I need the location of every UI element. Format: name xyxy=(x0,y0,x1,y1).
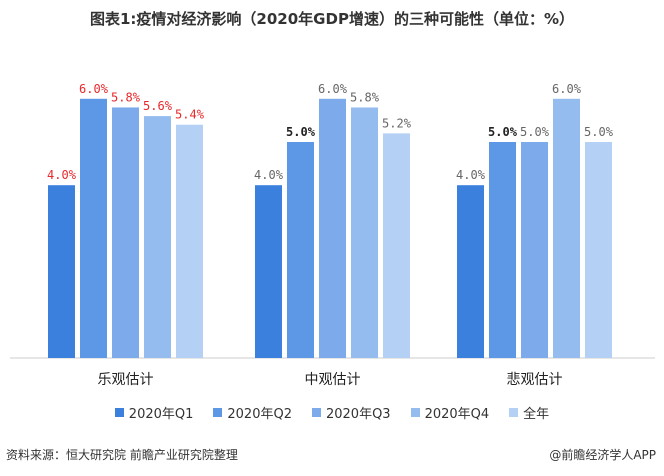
source-note: 资料来源：恒大研究院 前瞻产业研究院整理 xyxy=(6,448,238,462)
legend-item: 全年 xyxy=(509,403,549,422)
data-label: 5.0% xyxy=(584,125,614,139)
legend-label: 全年 xyxy=(523,407,550,422)
category-label: 乐观估计 xyxy=(98,372,154,388)
bar-2-4 xyxy=(351,107,378,358)
bar-2-5 xyxy=(383,133,410,358)
bar-1-1 xyxy=(48,185,75,358)
legend: 2020年Q1 2020年Q2 2020年Q3 2020年Q4 全年 xyxy=(0,403,664,422)
bar-2-2 xyxy=(287,142,314,358)
bar-3-1 xyxy=(457,185,484,358)
bar-1-4 xyxy=(144,116,171,358)
legend-swatch xyxy=(213,408,223,417)
bar-3-3 xyxy=(521,142,548,358)
data-label: 6.0% xyxy=(318,82,348,96)
legend-item: 2020年Q3 xyxy=(311,403,391,422)
data-label: 5.0% xyxy=(488,125,518,139)
data-label: 6.0% xyxy=(79,82,109,96)
data-label: 5.0% xyxy=(286,125,316,139)
legend-label: 2020年Q1 xyxy=(128,407,194,422)
legend-item: 2020年Q2 xyxy=(213,403,292,422)
bar-1-3 xyxy=(112,107,139,358)
legend-swatch xyxy=(311,408,321,417)
bar-1-2 xyxy=(80,98,107,359)
legend-label: 2020年Q2 xyxy=(227,407,292,422)
data-label: 5.8% xyxy=(350,90,380,104)
bar-3-5 xyxy=(585,142,612,358)
bar-1-5 xyxy=(176,124,203,358)
legend-swatch xyxy=(509,408,519,417)
data-label: 4.0% xyxy=(456,168,486,182)
data-label: 5.4% xyxy=(175,108,205,122)
bar-2-3 xyxy=(319,98,346,359)
bar-3-2 xyxy=(489,142,516,358)
legend-swatch xyxy=(114,408,124,417)
data-label: 6.0% xyxy=(552,82,582,96)
data-label: 5.8% xyxy=(111,90,141,104)
legend-label: 2020年Q4 xyxy=(424,407,490,422)
category-label: 悲观估计 xyxy=(507,371,563,388)
data-label: 4.0% xyxy=(254,168,284,182)
bar-plot: 4.0%6.0%5.8%5.6%5.4%乐观估计4.0%5.0%6.0%5.8%… xyxy=(10,82,655,388)
bar-2-1 xyxy=(255,185,282,358)
data-label: 5.0% xyxy=(520,125,550,139)
data-label: 4.0% xyxy=(47,168,77,182)
legend-label: 2020年Q3 xyxy=(325,407,391,422)
bar-3-4 xyxy=(553,98,580,359)
credit-note: @前瞻经济学人APP xyxy=(549,448,656,462)
category-label: 中观估计 xyxy=(305,372,361,388)
legend-item: 2020年Q4 xyxy=(410,403,490,422)
legend-swatch xyxy=(410,408,420,417)
data-label: 5.2% xyxy=(382,116,412,130)
chart-title: 图表1:疫情对经济影响（2020年GDP增速）的三种可能性（单位：%） xyxy=(90,10,574,28)
legend-item: 2020年Q1 xyxy=(114,403,194,422)
data-label: 5.6% xyxy=(143,99,173,113)
